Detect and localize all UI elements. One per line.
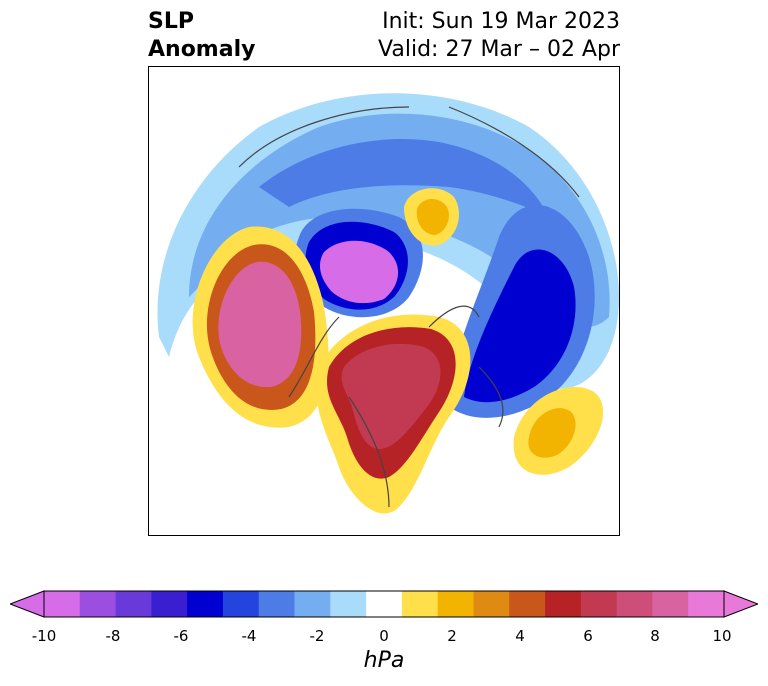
low-center-atlantic-core (464, 249, 576, 403)
colorbar-swatch (258, 591, 296, 617)
colorbar-outline (43, 590, 725, 618)
pacific-high-core (218, 261, 302, 388)
colorbar-swatch (151, 591, 188, 617)
coastline (238, 106, 580, 508)
colorbar-swatch (509, 591, 546, 617)
tick-label: -2 (309, 627, 325, 645)
tick-label: -10 (31, 627, 57, 645)
colorbar-unit: hPa (363, 648, 405, 673)
tick-label: -4 (241, 627, 257, 645)
colorbar-swatch (652, 591, 689, 617)
title-line-1: SLP (148, 9, 194, 34)
tick-label: 0 (379, 627, 389, 645)
colorbar-swatch (79, 591, 117, 617)
tick-label: 2 (447, 627, 457, 645)
colorbar-swatch (545, 591, 582, 617)
low-center-canada-core (319, 240, 399, 304)
tick-label: 4 (515, 627, 525, 645)
tick-label: -6 (173, 627, 189, 645)
tick-label: -8 (105, 627, 121, 645)
colorbar (10, 590, 758, 618)
colorbar-extend-low (10, 590, 45, 618)
map-canvas (157, 93, 619, 514)
negative-anomaly-ring-core (259, 139, 549, 217)
colorbar-swatch (187, 591, 224, 617)
colorbar-swatch (330, 591, 367, 617)
title-line-2: Anomaly (148, 37, 256, 62)
colorbar-swatch (401, 591, 439, 617)
tick-label: 8 (650, 627, 660, 645)
arctic-high-core (416, 198, 449, 235)
valid-range: Valid: 27 Mar – 02 Apr (378, 37, 620, 62)
tick-label: 10 (712, 627, 732, 645)
colorbar-swatch (616, 591, 653, 617)
colorbar-swatch (222, 591, 260, 617)
colorbar-swatch (437, 591, 474, 617)
forecast-dates: Init: Sun 19 Mar 2023 Valid: 27 Mar – 02… (378, 8, 620, 64)
colorbar-swatch (580, 591, 618, 617)
slp-anomaly-map (148, 66, 620, 536)
init-date: Init: Sun 19 Mar 2023 (382, 9, 620, 34)
colorbar-swatch (688, 591, 725, 617)
colorbar-extend-high (723, 590, 758, 618)
colorbar-swatch (366, 591, 403, 617)
colorbar-swatch (115, 591, 152, 617)
colorbar-swatch (44, 591, 81, 617)
north-america-high-core (341, 343, 441, 450)
atlantic-high-core (528, 408, 576, 458)
map-title: SLP Anomaly (148, 8, 255, 64)
tick-label: 6 (583, 627, 593, 645)
colorbar-swatch (473, 591, 510, 617)
colorbar-swatch (294, 591, 331, 617)
